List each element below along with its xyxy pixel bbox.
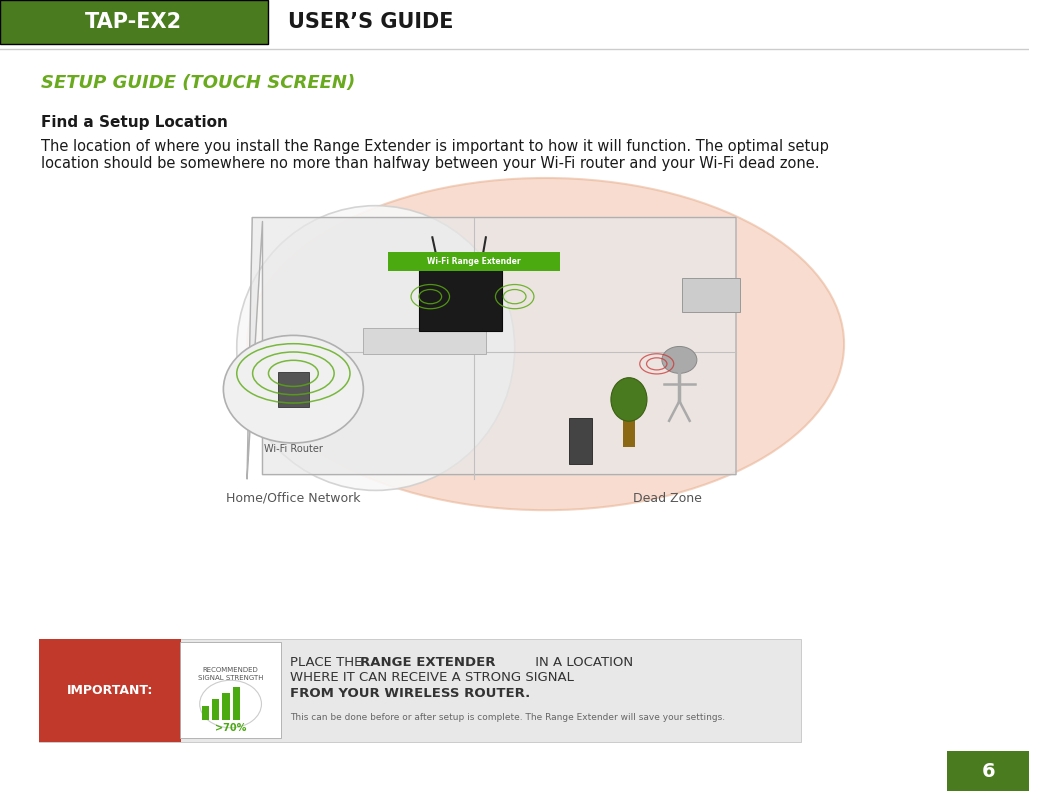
Text: Dead Zone: Dead Zone xyxy=(632,492,701,505)
FancyBboxPatch shape xyxy=(388,252,560,271)
Circle shape xyxy=(223,335,364,443)
FancyBboxPatch shape xyxy=(180,642,281,738)
Text: 6: 6 xyxy=(982,762,995,781)
FancyBboxPatch shape xyxy=(569,418,592,464)
FancyBboxPatch shape xyxy=(232,687,240,720)
Text: location should be somewhere no more than halfway between your Wi-Fi router and : location should be somewhere no more tha… xyxy=(42,157,820,171)
Text: FROM YOUR WIRELESS ROUTER.: FROM YOUR WIRELESS ROUTER. xyxy=(291,687,530,700)
Text: RECOMMENDED
SIGNAL STRENGTH: RECOMMENDED SIGNAL STRENGTH xyxy=(198,667,264,681)
Text: RANGE EXTENDER: RANGE EXTENDER xyxy=(361,656,496,668)
Text: PLACE THE: PLACE THE xyxy=(291,656,367,668)
Polygon shape xyxy=(247,218,736,479)
FancyBboxPatch shape xyxy=(222,693,229,720)
FancyBboxPatch shape xyxy=(278,372,308,407)
Ellipse shape xyxy=(237,206,515,490)
Text: Wi-Fi Range Extender: Wi-Fi Range Extender xyxy=(427,257,520,267)
FancyBboxPatch shape xyxy=(947,751,1029,791)
FancyBboxPatch shape xyxy=(40,639,801,742)
Text: USER’S GUIDE: USER’S GUIDE xyxy=(289,12,453,32)
Text: TAP-EX2: TAP-EX2 xyxy=(85,12,182,32)
Text: IMPORTANT:: IMPORTANT: xyxy=(67,684,153,697)
Text: Home/Office Network: Home/Office Network xyxy=(226,492,361,505)
FancyBboxPatch shape xyxy=(213,699,219,720)
FancyBboxPatch shape xyxy=(40,639,181,742)
Circle shape xyxy=(662,346,697,373)
Ellipse shape xyxy=(247,178,844,510)
Text: >70%: >70% xyxy=(215,723,246,732)
Text: IN A LOCATION: IN A LOCATION xyxy=(531,656,634,668)
Text: WHERE IT CAN RECEIVE A STRONG SIGNAL: WHERE IT CAN RECEIVE A STRONG SIGNAL xyxy=(291,672,574,684)
Ellipse shape xyxy=(611,378,647,421)
FancyBboxPatch shape xyxy=(0,0,268,44)
FancyBboxPatch shape xyxy=(202,706,209,720)
FancyBboxPatch shape xyxy=(683,278,740,312)
Text: SETUP GUIDE (TOUCH SCREEN): SETUP GUIDE (TOUCH SCREEN) xyxy=(42,74,355,92)
Text: Wi-Fi Router: Wi-Fi Router xyxy=(264,445,323,454)
Text: The location of where you install the Range Extender is important to how it will: The location of where you install the Ra… xyxy=(42,139,829,153)
FancyBboxPatch shape xyxy=(623,415,636,447)
Text: This can be done before or after setup is complete. The Range Extender will save: This can be done before or after setup i… xyxy=(291,713,725,722)
FancyBboxPatch shape xyxy=(419,259,502,331)
FancyBboxPatch shape xyxy=(364,328,486,354)
Text: Find a Setup Location: Find a Setup Location xyxy=(42,115,228,130)
